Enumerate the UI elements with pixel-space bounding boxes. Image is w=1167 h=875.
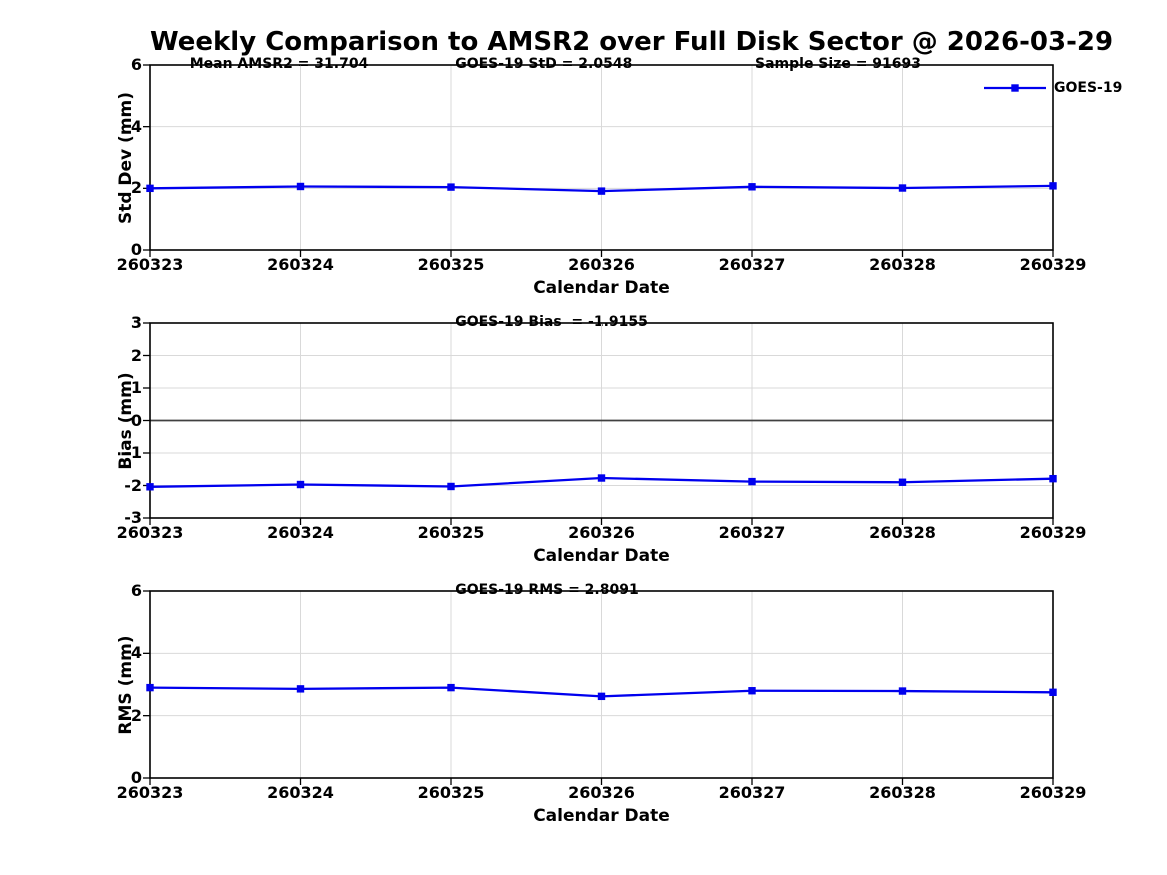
legend-line-sample-icon <box>984 84 1046 92</box>
legend-label: GOES-19 <box>1054 80 1123 96</box>
y-axis-label-bias: Bias (mm) <box>116 371 136 470</box>
y-tick-label: 2 <box>130 345 142 365</box>
y-tick-label: 2 <box>130 178 142 198</box>
x-tick-label: 260323 <box>116 523 184 542</box>
x-tick-label: 260326 <box>568 523 635 542</box>
x-tick-label: 260329 <box>1019 523 1087 542</box>
x-tick-label: 260328 <box>869 255 936 274</box>
y-tick-label: -1 <box>124 443 142 462</box>
annotation-goes19-rms: GOES-19 RMS = 2.8091 <box>455 582 639 598</box>
x-tick-label: 260324 <box>267 523 334 542</box>
bias-plot-area <box>143 322 1057 525</box>
x-tick-label: 260325 <box>417 523 485 542</box>
x-tick-label: 260326 <box>568 255 635 274</box>
y-axis-label-std-dev: Std Dev (mm) <box>116 91 136 224</box>
x-tick-label: 260328 <box>869 523 936 542</box>
x-axis-label-rms: Calendar Date <box>533 806 670 826</box>
y-axis-label-rms: RMS (mm) <box>116 634 136 735</box>
annotation-mean-amsr2: Mean AMSR2 = 31.704 <box>189 56 369 72</box>
x-axis-label-bias: Calendar Date <box>533 546 670 566</box>
annotation-sample-size: Sample Size = 91693 <box>755 56 922 72</box>
x-tick-label: 260327 <box>718 783 786 802</box>
x-tick-label: 260327 <box>718 255 786 274</box>
x-tick-label: 260325 <box>417 255 485 274</box>
y-tick-label: 6 <box>130 581 142 600</box>
std-dev-plot-area <box>143 64 1057 257</box>
y-tick-label: 1 <box>130 378 142 397</box>
y-tick-label: 0 <box>130 410 142 430</box>
y-tick-label: -3 <box>124 508 142 527</box>
y-tick-label: 4 <box>130 643 142 663</box>
y-tick-label: 0 <box>130 240 142 259</box>
x-tick-label: 260325 <box>417 783 485 802</box>
x-axis-label-std-dev: Calendar Date <box>533 278 670 298</box>
rms-plot-area <box>143 590 1057 785</box>
y-tick-label: 0 <box>130 768 142 787</box>
y-tick-label: 3 <box>130 313 142 332</box>
x-tick-label: 260329 <box>1019 783 1087 802</box>
x-tick-label: 260326 <box>568 783 635 802</box>
x-tick-label: 260324 <box>267 783 334 802</box>
x-tick-label: 260324 <box>267 255 334 274</box>
y-tick-label: -2 <box>124 475 142 495</box>
y-tick-label: 2 <box>130 705 142 725</box>
annotation-goes19-std: GOES-19 StD = 2.0548 <box>455 56 633 72</box>
annotation-goes19-bias: GOES-19 Bias = -1.9155 <box>455 314 648 330</box>
x-tick-label: 260323 <box>116 783 184 802</box>
x-tick-label: 260323 <box>116 255 184 274</box>
figure-title: Weekly Comparison to AMSR2 over Full Dis… <box>150 27 1114 57</box>
x-tick-label: 260329 <box>1019 255 1087 274</box>
legend: GOES-19 <box>984 81 1122 95</box>
x-tick-label: 260328 <box>869 783 936 802</box>
y-tick-label: 4 <box>130 116 142 136</box>
y-tick-label: 6 <box>130 55 142 74</box>
x-tick-label: 260327 <box>718 523 786 542</box>
